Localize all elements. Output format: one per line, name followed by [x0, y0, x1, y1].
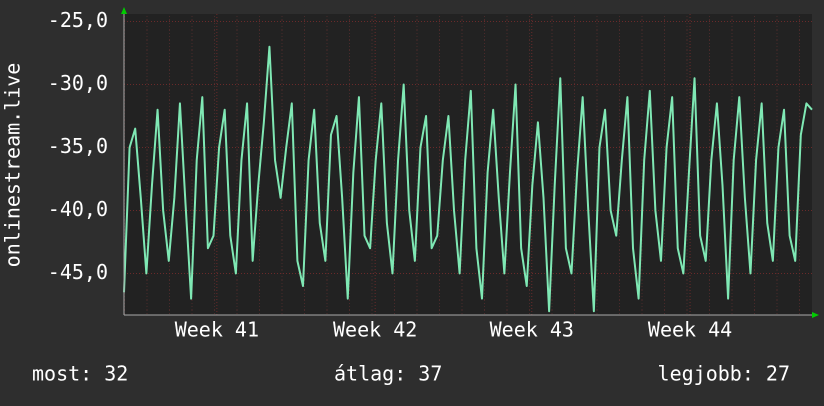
y-axis-label: onlinestream.live — [1, 63, 25, 268]
series-line — [123, 45, 813, 313]
y-tick-label: -25,0 — [48, 8, 108, 32]
footer-average: átlag: 37 — [334, 362, 442, 386]
axis-arrow — [121, 7, 127, 14]
y-tick-label: -35,0 — [48, 134, 108, 158]
x-tick-label: Week 44 — [648, 318, 732, 342]
y-tick-label: -30,0 — [48, 71, 108, 95]
y-tick-label: -45,0 — [48, 260, 108, 284]
footer-current: most: 32 — [32, 362, 128, 386]
x-tick-label: Week 41 — [175, 318, 259, 342]
x-tick-label: Week 43 — [490, 318, 574, 342]
axis-arrow — [812, 312, 819, 318]
footer-best: legjobb: 27 — [658, 362, 790, 386]
y-tick-label: -40,0 — [48, 197, 108, 221]
x-tick-label: Week 42 — [333, 318, 417, 342]
